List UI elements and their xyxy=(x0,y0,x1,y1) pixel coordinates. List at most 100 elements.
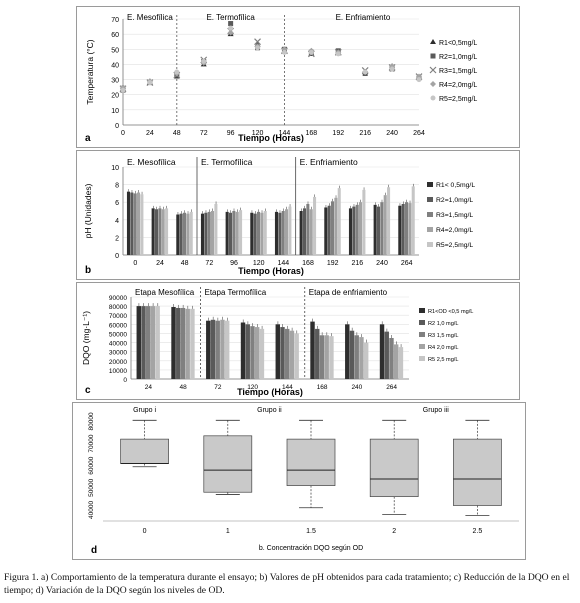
bar-5 xyxy=(329,336,334,379)
bar-3 xyxy=(207,211,211,255)
box xyxy=(453,438,502,506)
x-tick-label: 216 xyxy=(351,260,363,267)
legend-marker xyxy=(430,53,436,59)
bar-3 xyxy=(158,208,162,255)
x-tick-label: 96 xyxy=(230,260,238,267)
x-tick-label: 192 xyxy=(327,260,339,267)
bar-5 xyxy=(313,196,317,255)
x-tick-label: 144 xyxy=(277,260,289,267)
x-tick-label: 264 xyxy=(413,130,425,137)
bar-1 xyxy=(274,211,279,255)
phase-label: E. Mesofílica xyxy=(127,157,176,167)
bar-2 xyxy=(130,192,134,255)
data-point-2 xyxy=(228,21,234,27)
bar-4 xyxy=(150,306,156,379)
bar-3 xyxy=(404,202,409,255)
bar-5 xyxy=(224,320,230,379)
y-tick-label: 10 xyxy=(111,108,119,115)
panel-letter: c xyxy=(85,385,91,396)
bar-4 xyxy=(359,202,363,255)
bar-3 xyxy=(380,202,384,255)
dqo-boxplot-chart: 40000 50000 60000 70000 80000 0 1 1.5 2 2.5 Grupo … xyxy=(88,407,519,556)
legend-label: R3=1,5mg/L xyxy=(436,212,473,219)
x-tick-label: 144 xyxy=(279,130,291,137)
y-tick-label: 30 xyxy=(111,78,119,85)
data-point-5 xyxy=(201,58,207,64)
bar-1 xyxy=(176,214,180,255)
bar-2 xyxy=(228,212,233,255)
y-tick-label: 10 xyxy=(111,165,119,172)
bar-2 xyxy=(154,209,159,255)
legend-label: R4 2,0 mg/L xyxy=(428,345,458,351)
bar-4 xyxy=(186,213,190,255)
data-point-5 xyxy=(174,69,180,75)
bar-5 xyxy=(155,306,160,379)
x-tick-label: 2 xyxy=(392,528,396,535)
bar-5 xyxy=(189,211,193,255)
group-label: Grupo iii xyxy=(423,407,450,414)
data-point-5 xyxy=(308,49,314,55)
y-tick-label: 50000 xyxy=(88,478,95,496)
data-point-5 xyxy=(228,25,234,31)
bar-2 xyxy=(349,330,355,379)
data-point-4 xyxy=(227,29,234,36)
bar-1 xyxy=(206,320,211,379)
y-axis-label: pH (Unidades) xyxy=(83,183,93,238)
bar-5 xyxy=(411,186,415,255)
y-tick-label: 90000 xyxy=(109,295,127,302)
x-tick-label: 1.5 xyxy=(306,528,316,535)
bar-1 xyxy=(310,321,315,379)
phase-label: E. Termofílica xyxy=(201,157,253,167)
bar-5 xyxy=(363,342,369,379)
y-tick-label: 40000 xyxy=(88,501,95,519)
legend-label: R2=1,0mg/L xyxy=(436,197,473,204)
bar-5 xyxy=(263,211,267,255)
bar-3 xyxy=(389,338,394,379)
legend-swatch xyxy=(419,344,425,349)
phase-label: Etapa Mesofílica xyxy=(135,288,195,297)
bar-1 xyxy=(126,191,131,255)
bar-1 xyxy=(348,208,353,255)
y-tick-label: 8 xyxy=(115,183,119,190)
y-tick-label: 20000 xyxy=(109,359,127,366)
data-point-5 xyxy=(389,66,395,72)
data-point-5 xyxy=(416,77,422,83)
bar-2 xyxy=(302,208,307,255)
bar-3 xyxy=(146,306,151,379)
dqo-time-chart-panel: 0 10000 20000 30000 40000 50000 60000 70000 8000… xyxy=(76,282,520,400)
group-label: Grupo i xyxy=(133,407,156,414)
bar-3 xyxy=(133,193,137,255)
y-tick-label: 10000 xyxy=(109,368,127,375)
bar-2 xyxy=(315,328,320,379)
box xyxy=(120,438,169,464)
legend-label: R2=1,0mg/L xyxy=(439,54,477,61)
x-tick-label: 0 xyxy=(121,130,125,137)
bar-3 xyxy=(215,320,220,379)
x-tick-label: 168 xyxy=(306,130,318,137)
legend-swatch xyxy=(419,308,425,313)
bar-2 xyxy=(384,331,389,379)
bar-1 xyxy=(373,204,377,255)
legend-marker xyxy=(429,66,437,74)
data-point-5 xyxy=(335,51,341,57)
x-axis-label: Tiempo (Horas) xyxy=(238,133,304,143)
bar-4 xyxy=(211,211,215,255)
bar-1 xyxy=(250,212,254,255)
bar-5 xyxy=(165,208,169,255)
legend-label: R1< 0,5mg/L xyxy=(436,182,475,189)
y-tick-label: 80000 xyxy=(109,304,127,311)
legend-swatch xyxy=(427,212,433,217)
bar-1 xyxy=(171,307,176,379)
bar-5 xyxy=(294,333,299,379)
y-tick-label: 60000 xyxy=(88,456,95,474)
bar-1 xyxy=(275,324,280,379)
bar-3 xyxy=(330,201,335,255)
x-tick-label: 144 xyxy=(282,384,293,391)
legend-label: R5=2,5mg/L xyxy=(439,96,477,103)
phase-label: E. Enfriamiento xyxy=(336,13,391,22)
dqo-time-chart: 0 10000 20000 30000 40000 50000 60000 70000 8000… xyxy=(81,287,473,397)
panel-letter: a xyxy=(85,133,91,144)
x-tick-label: 240 xyxy=(386,130,398,137)
phase-label: Etapa de enfriamiento xyxy=(309,288,388,297)
